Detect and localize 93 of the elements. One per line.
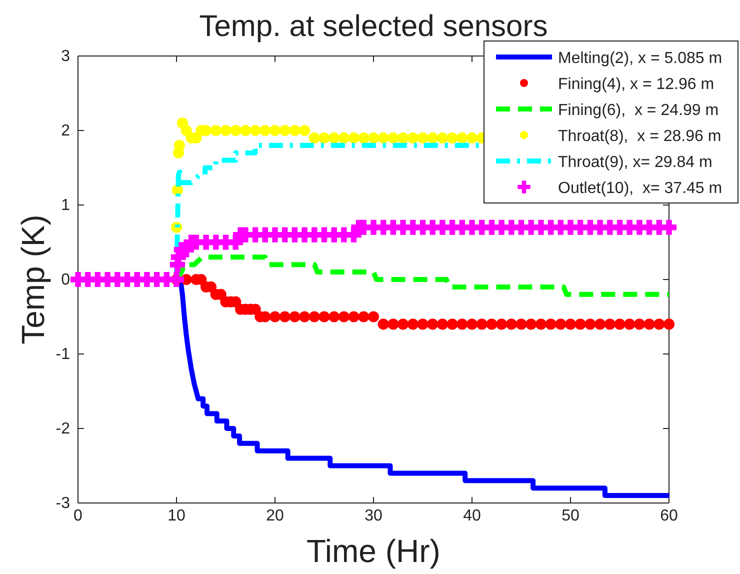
point xyxy=(398,318,409,330)
point xyxy=(260,124,271,136)
point xyxy=(378,318,389,330)
point xyxy=(564,318,576,330)
legend-label: Melting(2), x = 5.085 m xyxy=(558,50,722,67)
point xyxy=(388,132,399,144)
point xyxy=(348,311,360,322)
point xyxy=(299,124,310,136)
point xyxy=(328,311,340,322)
point xyxy=(398,132,409,144)
point xyxy=(466,132,478,144)
point xyxy=(348,132,360,144)
y-axis-title: Temp (K) xyxy=(15,214,51,344)
point xyxy=(496,318,508,330)
point xyxy=(446,132,458,144)
point xyxy=(318,311,330,322)
legend-label: Fining(4), x = 12.96 m xyxy=(558,76,714,93)
point xyxy=(663,318,675,330)
point xyxy=(358,132,370,144)
point xyxy=(328,132,340,144)
point xyxy=(388,318,399,330)
point xyxy=(594,318,606,330)
point xyxy=(466,318,478,330)
point xyxy=(308,311,320,322)
point xyxy=(456,318,468,330)
y-tick-label: -3 xyxy=(56,495,70,512)
point xyxy=(269,311,281,322)
point xyxy=(338,311,350,322)
point xyxy=(644,318,655,330)
point xyxy=(230,124,242,136)
point xyxy=(584,318,596,330)
y-tick-label: 3 xyxy=(61,48,70,66)
point xyxy=(417,132,428,144)
point xyxy=(407,318,418,330)
y-tick-label: -2 xyxy=(56,420,70,438)
x-tick-label: 20 xyxy=(266,507,284,524)
point xyxy=(318,132,330,144)
point xyxy=(417,318,428,330)
point xyxy=(506,318,517,330)
point xyxy=(289,311,300,322)
point xyxy=(456,132,468,144)
point xyxy=(378,132,389,144)
x-tick-label: 50 xyxy=(562,507,580,524)
point xyxy=(368,311,380,322)
point xyxy=(535,318,546,330)
chart-title: Temp. at selected sensors xyxy=(199,10,548,43)
point xyxy=(427,318,438,330)
point xyxy=(486,318,498,330)
point xyxy=(250,124,261,136)
point xyxy=(654,318,665,330)
legend-label: Fining(6), x = 24.99 m xyxy=(558,102,719,119)
point xyxy=(407,132,418,144)
y-tick-label: 1 xyxy=(61,197,70,214)
point xyxy=(240,124,251,136)
y-tick-label: -1 xyxy=(56,346,70,364)
point xyxy=(634,318,645,330)
point xyxy=(269,124,281,136)
y-tick-label: 2 xyxy=(61,122,70,140)
point xyxy=(526,318,537,330)
legend-label: Throat(9), x= 29.84 m xyxy=(558,154,712,171)
point xyxy=(220,124,232,136)
point xyxy=(604,318,616,330)
x-tick-label: 40 xyxy=(463,507,481,524)
point xyxy=(516,318,527,330)
point xyxy=(427,132,438,144)
point xyxy=(368,132,380,144)
point xyxy=(436,318,448,330)
x-tick-label: 30 xyxy=(364,507,382,524)
point xyxy=(614,318,626,330)
point xyxy=(299,311,310,322)
point xyxy=(358,311,370,322)
y-tick-label: 0 xyxy=(61,272,70,289)
point xyxy=(624,318,636,330)
x-axis-title: Time (Hr) xyxy=(306,533,440,569)
point xyxy=(210,124,222,136)
point xyxy=(574,318,586,330)
point xyxy=(555,318,566,330)
point xyxy=(180,124,192,136)
point xyxy=(289,124,300,136)
point xyxy=(545,318,556,330)
point xyxy=(446,318,458,330)
point xyxy=(476,318,488,330)
legend-label: Outlet(10), x= 37.45 m xyxy=(558,180,722,197)
x-tick-label: 0 xyxy=(74,507,83,524)
point xyxy=(308,132,320,144)
legend-label: Throat(8), x = 28.96 m xyxy=(558,128,722,145)
point xyxy=(436,132,448,144)
x-tick-label: 10 xyxy=(168,507,186,524)
x-tick-label: 60 xyxy=(660,507,678,524)
point xyxy=(174,140,185,151)
point xyxy=(279,124,290,136)
point xyxy=(338,132,350,144)
point xyxy=(279,311,290,322)
